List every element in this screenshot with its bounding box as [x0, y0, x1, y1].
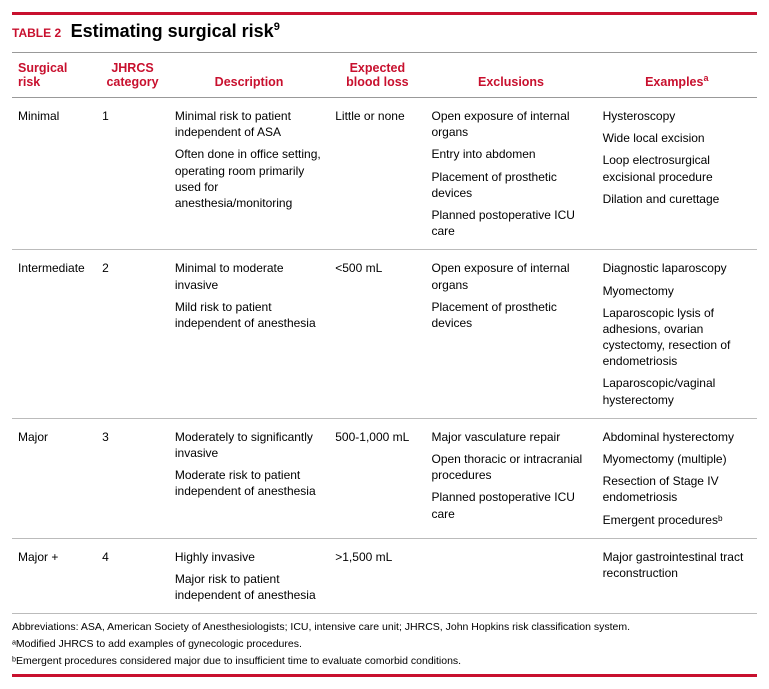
cell-exclusions-item: Open thoracic or intracranial procedures	[431, 451, 590, 483]
cell-blood: <500 mL	[329, 250, 425, 419]
cell-exclusions: Major vasculature repair Open thoracic or…	[425, 418, 596, 538]
cell-description: Highly invasive Major risk to patient ind…	[169, 538, 329, 614]
cell-description-item: Minimal to moderate invasive	[175, 260, 323, 292]
cell-exclusions-item: Placement of prosthetic devices	[431, 169, 590, 201]
cell-examples: Major gastrointestinal tract reconstruct…	[597, 538, 757, 614]
cell-examples: Hysteroscopy Wide local excision Loop elec…	[597, 98, 757, 250]
cell-examples-item: Wide local excision	[603, 130, 751, 146]
table-caption-text: Estimating surgical risk	[71, 21, 274, 41]
cell-description-item: Moderate risk to patient independent of …	[175, 467, 323, 499]
cell-category: 4	[96, 538, 169, 614]
cell-exclusions-item: Major vasculature repair	[431, 429, 590, 445]
cell-exclusions-item: Planned postoperative ICU care	[431, 489, 590, 521]
cell-category: 2	[96, 250, 169, 419]
header-examples-sup: a	[703, 73, 708, 83]
cell-category: 1	[96, 98, 169, 250]
cell-exclusions: Open exposure of internal organs Entry in…	[425, 98, 596, 250]
table-caption: Estimating surgical risk9	[71, 21, 280, 41]
cell-description: Minimal to moderate invasive Mild risk to…	[169, 250, 329, 419]
cell-examples-item: Loop electrosurgical excisional procedur…	[603, 152, 751, 184]
cell-exclusions-item: Open exposure of internal organs	[431, 108, 590, 140]
cell-examples-item: Dilation and curettage	[603, 191, 751, 207]
footnote-line: ᵇEmergent procedures considered major du…	[12, 654, 757, 669]
cell-exclusions-item: Planned postoperative ICU care	[431, 207, 590, 239]
header-examples: Examplesa	[597, 53, 757, 98]
cell-examples: Abdominal hysterectomy Myomectomy (multip…	[597, 418, 757, 538]
cell-examples-item: Hysteroscopy	[603, 108, 751, 124]
surgical-risk-table: Surgical risk JHRCS category Description…	[12, 52, 757, 614]
header-blood: Expected blood loss	[329, 53, 425, 98]
cell-description-item: Major risk to patient independent of ane…	[175, 571, 323, 603]
bottom-accent-rule	[12, 674, 757, 677]
header-description: Description	[169, 53, 329, 98]
table-row: Minimal1Minimal risk to patient independ…	[12, 98, 757, 250]
cell-blood: Little or none	[329, 98, 425, 250]
cell-examples-item: Myomectomy	[603, 283, 751, 299]
cell-examples-item: Laparoscopic/vaginal hysterectomy	[603, 375, 751, 407]
cell-risk: Minimal	[12, 98, 96, 250]
cell-description-item: Often done in office setting, operating …	[175, 146, 323, 211]
table-number-label: TABLE 2	[12, 26, 61, 40]
footnote-line: ᵃModified JHRCS to add examples of gynec…	[12, 637, 757, 652]
cell-blood: 500-1,000 mL	[329, 418, 425, 538]
cell-examples-item: Resection of Stage IV endometriosis	[603, 473, 751, 505]
table-header-row: Surgical risk JHRCS category Description…	[12, 53, 757, 98]
cell-exclusions-item: Placement of prosthetic devices	[431, 299, 590, 331]
cell-category: 3	[96, 418, 169, 538]
header-category: JHRCS category	[96, 53, 169, 98]
cell-description: Minimal risk to patient independent of A…	[169, 98, 329, 250]
header-examples-text: Examples	[645, 75, 703, 89]
footnote-line: Abbreviations: ASA, American Society of …	[12, 620, 757, 635]
cell-examples-item: Major gastrointestinal tract reconstruct…	[603, 549, 751, 581]
cell-description-item: Highly invasive	[175, 549, 323, 565]
cell-examples: Diagnostic laparoscopy Myomectomy Laparosc…	[597, 250, 757, 419]
cell-description: Moderately to significantly invasive Mode…	[169, 418, 329, 538]
cell-risk: Major +	[12, 538, 96, 614]
table-title-bar: TABLE 2 Estimating surgical risk9	[12, 12, 757, 42]
cell-exclusions	[425, 538, 596, 614]
table-row: Intermediate2Minimal to moderate invasiv…	[12, 250, 757, 419]
cell-examples-item: Emergent proceduresᵇ	[603, 512, 751, 528]
cell-description-item: Moderately to significantly invasive	[175, 429, 323, 461]
cell-exclusions: Open exposure of internal organs Placemen…	[425, 250, 596, 419]
cell-examples-item: Myomectomy (multiple)	[603, 451, 751, 467]
cell-blood: >1,500 mL	[329, 538, 425, 614]
footnotes: Abbreviations: ASA, American Society of …	[12, 614, 757, 668]
cell-risk: Intermediate	[12, 250, 96, 419]
cell-risk: Major	[12, 418, 96, 538]
table-caption-sup: 9	[274, 21, 280, 33]
table-row: Major3Moderately to significantly invasi…	[12, 418, 757, 538]
cell-examples-item: Diagnostic laparoscopy	[603, 260, 751, 276]
cell-description-item: Minimal risk to patient independent of A…	[175, 108, 323, 140]
table-row: Major +4 Highly invasive Major risk to pat…	[12, 538, 757, 614]
cell-description-item: Mild risk to patient independent of anes…	[175, 299, 323, 331]
cell-examples-item: Laparoscopic lysis of adhesions, ovarian…	[603, 305, 751, 370]
cell-examples-item: Abdominal hysterectomy	[603, 429, 751, 445]
cell-exclusions-item: Open exposure of internal organs	[431, 260, 590, 292]
cell-exclusions-item: Entry into abdomen	[431, 146, 590, 162]
header-exclusions: Exclusions	[425, 53, 596, 98]
header-risk: Surgical risk	[12, 53, 96, 98]
